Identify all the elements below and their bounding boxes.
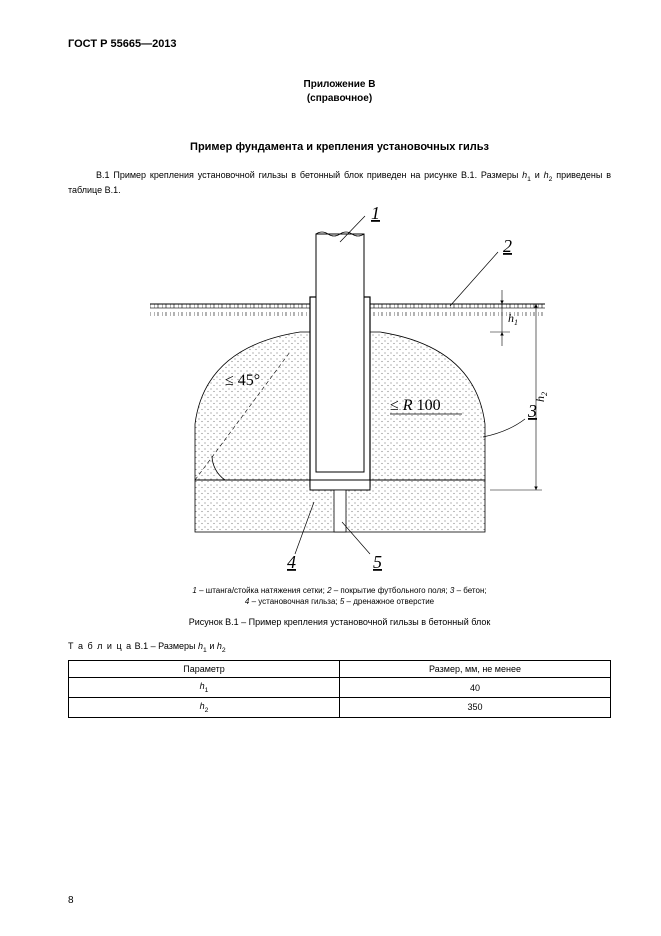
appendix-line1: Приложение В <box>68 78 611 92</box>
callout-1: 1 <box>371 203 380 223</box>
callout-2: 2 <box>503 236 512 256</box>
callout-4: 4 <box>287 552 296 572</box>
figure-wrapper: 1 2 3 4 5 ≤ 45° ≤ R 100 h1 h2 <box>68 202 611 577</box>
table-row: h2350 <box>69 698 611 718</box>
section-title: Пример фундамента и крепления установочн… <box>68 141 611 153</box>
callout-3: 3 <box>527 401 537 421</box>
cell-param: h2 <box>69 698 340 718</box>
standard-header: ГОСТ Р 55665—2013 <box>68 38 611 50</box>
intro-mid: и <box>531 170 544 180</box>
figure-title: Рисунок В.1 – Пример крепления установоч… <box>68 617 611 627</box>
figure-legend: 1 – штанга/стойка натяжения сетки; 2 – п… <box>68 585 611 607</box>
col-param: Параметр <box>69 661 340 678</box>
figure-svg: 1 2 3 4 5 ≤ 45° ≤ R 100 h1 h2 <box>90 202 590 572</box>
radius-label: ≤ R 100 <box>390 397 441 414</box>
dim-h2: h2 <box>533 392 549 402</box>
appendix-block: Приложение В (справочное) <box>68 78 611 105</box>
table-row: h140 <box>69 678 611 698</box>
cell-value: 40 <box>340 678 611 698</box>
table-title: Т а б л и ц а В.1 – Размеры h1 и h2 <box>68 641 611 654</box>
angle-label: ≤ 45° <box>225 372 260 389</box>
cell-param: h1 <box>69 678 340 698</box>
appendix-line2: (справочное) <box>68 92 611 106</box>
intro-text: В.1 Пример крепления установочной гильзы… <box>96 170 522 180</box>
col-size: Размер, мм, не менее <box>340 661 611 678</box>
intro-paragraph: В.1 Пример крепления установочной гильзы… <box>68 169 611 196</box>
cell-value: 350 <box>340 698 611 718</box>
callout-5: 5 <box>373 552 382 572</box>
table-header-row: Параметр Размер, мм, не менее <box>69 661 611 678</box>
page-number: 8 <box>68 895 74 906</box>
dimensions-table: Параметр Размер, мм, не менее h140h2350 <box>68 660 611 718</box>
